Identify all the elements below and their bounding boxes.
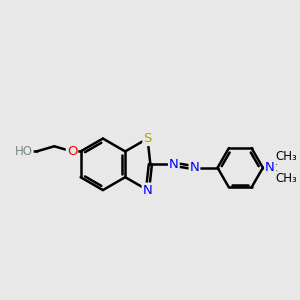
Text: HO: HO <box>15 145 33 158</box>
Text: S: S <box>143 132 152 145</box>
Text: CH₃: CH₃ <box>275 172 297 185</box>
Text: O: O <box>67 145 77 158</box>
Text: N: N <box>190 161 199 174</box>
Text: N: N <box>265 161 275 174</box>
Text: N: N <box>142 184 152 196</box>
Text: N: N <box>169 158 179 171</box>
Text: CH₃: CH₃ <box>275 150 297 164</box>
